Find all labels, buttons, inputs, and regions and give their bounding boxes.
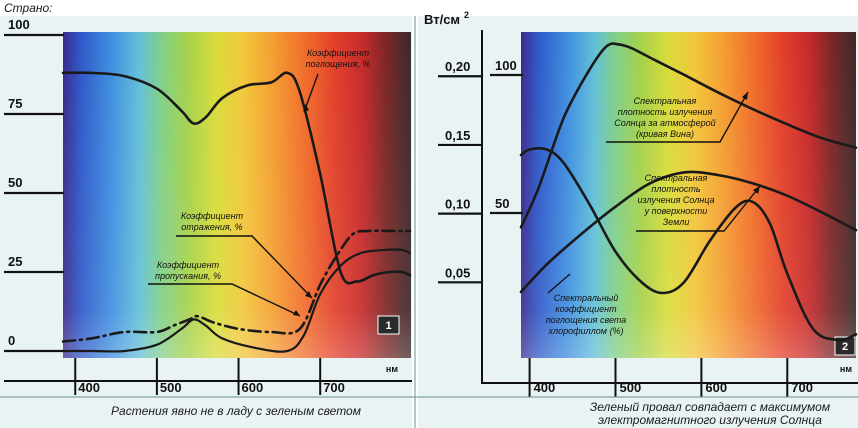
panel-2-caption: Зеленый провал совпадает с максимумом xyxy=(590,400,830,414)
panel-2-leader-chlorophyll xyxy=(547,273,571,294)
panel-2-annotation-chlorophyll: коэффициент xyxy=(555,304,617,314)
panel-1-badge-label: 1 xyxy=(385,320,391,332)
panel-2-secondary-ytick-label: 50 xyxy=(495,196,509,211)
panel-2-annotation-wien: Спектральная xyxy=(634,96,697,106)
panel-1-xtick-label: 600 xyxy=(242,380,264,395)
panel-2-annotation-wien: Солнца за атмосферой xyxy=(614,118,715,128)
panel-2-leader-wien xyxy=(606,91,749,143)
panel-2-ytick-label: 0,05 xyxy=(445,265,470,280)
panel-1-series-0-line xyxy=(61,71,412,285)
panel-2-xtick-label: 500 xyxy=(619,380,641,395)
panel-1-ytick-label: 25 xyxy=(8,254,22,269)
panel-2-annotation-surface: излучения Солнца xyxy=(638,195,715,205)
panel-2-x-unit: нм xyxy=(840,364,852,374)
panel-2-xtick-label: 600 xyxy=(705,380,727,395)
panel-2-arrowhead-surface xyxy=(753,186,760,194)
panel-1-leader-transmission xyxy=(148,283,301,317)
panel-2-secondary-ytick-label: 100 xyxy=(495,58,517,73)
panel-1-leader-absorption xyxy=(303,73,319,113)
panel-1-annotation-reflection: отражения, % xyxy=(181,222,242,232)
labels-layer: Страно: 0 25 50 75 100 400 500 600 700 нм Коэффицие… xyxy=(4,1,852,427)
panel-1-arrowhead-absorption xyxy=(304,104,309,112)
panel-1-caption: Растения явно не в ладу с зеленым светом xyxy=(111,404,361,418)
panel-2-annotation-chlorophyll: хлорофиллом (%) xyxy=(548,326,624,336)
panel-2-caption: электромагнитного излучения Солнца xyxy=(598,413,822,427)
panel-2-series-1-line xyxy=(519,170,858,294)
panel-2-badge-label: 2 xyxy=(842,341,848,353)
panel-1-annotation-transmission: Коэффициент xyxy=(157,260,220,270)
panel-1-xtick-label: 400 xyxy=(78,380,100,395)
panel-2-y-unit: Вт/см xyxy=(424,12,460,27)
curves-layer xyxy=(61,42,858,353)
panel-1-xtick-label: 700 xyxy=(323,380,345,395)
panel-1-arrowhead-reflection xyxy=(305,291,312,298)
panel-1-annotation-absorption: поглощения, % xyxy=(306,59,371,69)
panel-2-annotation-surface: плотность xyxy=(651,184,700,194)
panel-1-badge xyxy=(377,315,400,335)
panel-1-ytick-label: 0 xyxy=(8,333,15,348)
panel-1-ytick-label: 50 xyxy=(8,175,22,190)
panel-2-annotation-surface: у поверхности xyxy=(644,206,708,216)
panel-2-xtick-label: 700 xyxy=(791,380,813,395)
panel-1-series-2-line xyxy=(61,248,412,353)
panel-1-leader-reflection xyxy=(176,235,313,299)
axes-layer xyxy=(4,30,858,397)
panel-2-xtick-label: 400 xyxy=(534,380,556,395)
panel-2-badge xyxy=(834,336,856,356)
panel-1-annotation-absorption: Коэффициент xyxy=(307,48,370,58)
panel-2-ytick-label: 0,20 xyxy=(445,59,470,74)
panel-2-series-2-line xyxy=(519,146,858,342)
panel-1-ytick-label: 75 xyxy=(8,96,22,111)
panel-2-annotation-surface: Земли xyxy=(663,217,690,227)
panel-1-arrowhead-transmission xyxy=(293,310,300,316)
panel-1-annotation-transmission: пропускания, % xyxy=(155,271,221,281)
panel-1-series-1-line xyxy=(61,229,412,343)
panel-2-annotation-wien: (кривая Вина) xyxy=(636,129,694,139)
panel-1-xtick-label: 500 xyxy=(160,380,182,395)
header-fragment: Страно: xyxy=(4,1,53,15)
panel-1-x-unit: нм xyxy=(386,364,398,374)
panel-2-arrowhead-wien xyxy=(742,92,748,100)
panel-2-annotation-surface: Спектральная xyxy=(645,173,708,183)
panel-1-spectrum-fade xyxy=(63,32,411,358)
panel-1-annotation-reflection: Коэффициент xyxy=(181,211,244,221)
panel-2-series-0-line xyxy=(519,42,858,229)
panel-2-ytick-label: 0,15 xyxy=(445,128,470,143)
panel-2-y-unit-exp: 2 xyxy=(464,10,469,20)
panel-2-leader-surface xyxy=(636,185,761,232)
panel-1-ytick-label: 100 xyxy=(8,17,30,32)
panel-2-annotation-chlorophyll: поглощения света xyxy=(546,315,627,325)
panel-2-ytick-label: 0,10 xyxy=(445,197,470,212)
panel-2-annotation-chlorophyll: Спектральный xyxy=(554,293,619,303)
panel-2-annotation-wien: плотность излучения xyxy=(618,107,713,117)
